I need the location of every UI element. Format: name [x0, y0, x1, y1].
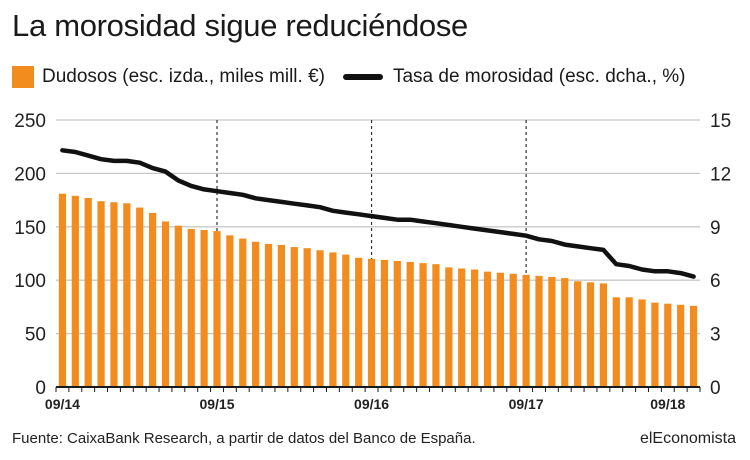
bar [252, 241, 260, 387]
bar [290, 247, 298, 387]
bar [226, 235, 234, 387]
chart-plot: 0 50 100 150 200 250 0 3 6 9 12 15 09/14 09/15 09/16 09… [14, 111, 731, 412]
y-left-tick-label: 150 [14, 218, 46, 239]
y-left-tick-label: 0 [35, 378, 46, 399]
bar [689, 305, 698, 387]
bar [612, 297, 620, 387]
brand-logo-text: elEconomista [639, 430, 736, 447]
bar [664, 303, 672, 387]
bar [625, 297, 633, 387]
bar [136, 207, 144, 387]
legend-label-line: Tasa de morosidad (esc. dcha., %) [392, 66, 686, 87]
chart-title: La morosidad sigue reduciéndose [12, 8, 469, 43]
bar [458, 268, 466, 387]
bar [110, 202, 118, 387]
bar [599, 283, 608, 387]
bar [148, 212, 157, 387]
bar [586, 282, 595, 387]
y-right-tick-label: 0 [710, 378, 721, 399]
bar [264, 243, 273, 387]
series-line-tasa [60, 148, 696, 279]
bar [432, 264, 440, 387]
bar [161, 221, 170, 387]
bar [561, 278, 569, 387]
bar [419, 263, 427, 387]
bar [303, 248, 311, 387]
bar [342, 254, 350, 387]
x-tick-label: 09/14 [45, 396, 80, 412]
legend-swatch-line [342, 74, 383, 80]
legend-item-dudosos: Dudosos (esc. izda., miles mill. €) [12, 66, 325, 88]
y-right-tick-label: 12 [710, 164, 731, 185]
bar [509, 273, 517, 387]
bar [535, 275, 543, 387]
y-left-tick-label: 100 [14, 271, 46, 292]
x-tick-label: 09/16 [354, 396, 389, 412]
bar [651, 302, 659, 387]
bar [470, 269, 479, 387]
bar [677, 304, 685, 387]
bar [213, 231, 221, 387]
bar [71, 195, 79, 387]
y-right-tick-label: 15 [710, 111, 731, 132]
y-left-tick-label: 200 [14, 164, 46, 185]
x-tick-label: 09/18 [650, 396, 685, 412]
bar [483, 271, 492, 387]
bar [638, 299, 646, 387]
bar [380, 259, 389, 387]
y-right-tick-label: 3 [710, 325, 721, 346]
bar [239, 238, 247, 387]
bar [187, 228, 195, 387]
x-tick-label: 09/17 [509, 396, 544, 412]
legend-label-bars: Dudosos (esc. izda., miles mill. €) [42, 66, 325, 87]
legend-swatch-bars [12, 66, 34, 88]
bar [548, 276, 556, 387]
source-note: Fuente: CaixaBank Research, a partir de … [12, 430, 476, 447]
legend-item-tasa: Tasa de morosidad (esc. dcha., %) [342, 66, 686, 88]
bar [277, 244, 286, 387]
bar [393, 260, 401, 387]
bar [496, 272, 504, 387]
bar [58, 193, 67, 387]
bar [174, 225, 182, 387]
bar [329, 252, 337, 387]
bar [355, 257, 363, 387]
y-right-tick-label: 6 [710, 271, 721, 292]
bar [367, 258, 376, 387]
bar [316, 250, 324, 387]
y-left-tick-label: 50 [25, 325, 46, 346]
bar [406, 262, 414, 387]
bar [97, 201, 105, 387]
bar [123, 203, 131, 387]
y-left-tick-label: 250 [14, 111, 46, 132]
y-right-tick-label: 9 [710, 218, 721, 239]
bar [574, 281, 582, 387]
bar [445, 267, 453, 387]
x-tick-label: 09/15 [199, 396, 234, 412]
bar [200, 230, 208, 387]
bar [84, 197, 92, 387]
bar [522, 274, 530, 387]
chart-legend: Dudosos (esc. izda., miles mill. €) Tasa… [12, 64, 686, 90]
